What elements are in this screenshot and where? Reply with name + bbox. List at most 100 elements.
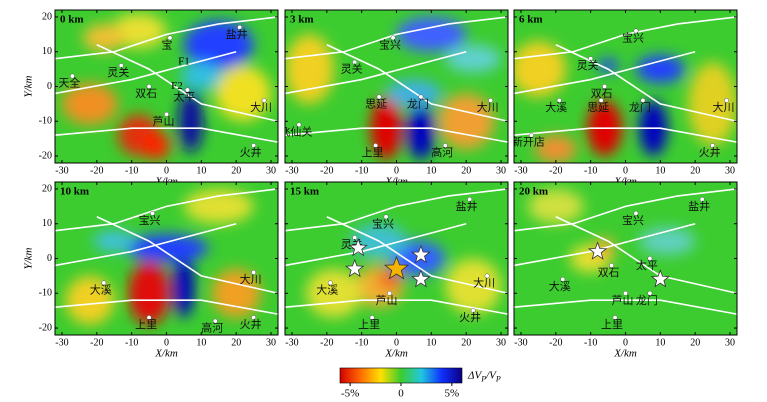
place-dot xyxy=(724,97,729,103)
y-tick-label: -10 xyxy=(39,288,52,299)
place-dot xyxy=(251,269,257,275)
panel-label: 15 km xyxy=(290,186,319,198)
anomalies xyxy=(61,13,272,160)
anomaly xyxy=(142,131,170,160)
anomaly xyxy=(65,275,115,325)
place-dot xyxy=(376,94,382,100)
x-tick-label: -10 xyxy=(125,337,138,348)
y-axis-label: Y/km xyxy=(23,75,35,97)
anomaly xyxy=(215,65,272,122)
place-dot xyxy=(150,210,156,216)
x-tick-label: 20 xyxy=(461,165,471,176)
fault-line xyxy=(96,216,278,295)
place-name: 天全 xyxy=(58,76,80,90)
x-tick-label: 30 xyxy=(725,165,735,176)
x-tick-label: -30 xyxy=(285,165,298,176)
place-name: 高河 xyxy=(201,321,223,335)
place-name: 大溪 xyxy=(90,282,112,296)
earthquake-star xyxy=(411,244,431,264)
place-name: 火井 xyxy=(459,310,481,324)
fault-line xyxy=(514,299,737,315)
anomaly xyxy=(514,41,567,97)
anomaly xyxy=(285,34,334,104)
anomalies xyxy=(65,188,261,325)
x-tick-label: -10 xyxy=(355,337,368,348)
place-dot xyxy=(184,87,190,93)
earthquake-star xyxy=(345,258,365,278)
place-name: 大川 xyxy=(477,100,499,114)
colorbar-label-part: P xyxy=(480,375,486,384)
fault-line xyxy=(326,44,508,123)
y-axis-label: Y/km xyxy=(23,247,35,269)
x-tick-label: -30 xyxy=(514,165,527,176)
earthquake-star xyxy=(348,237,368,257)
fault-line xyxy=(96,44,278,123)
x-tick-label: -20 xyxy=(90,337,103,348)
place-dot xyxy=(623,290,628,296)
x-tick-label: 10 xyxy=(196,337,206,348)
x-tick-label: 20 xyxy=(690,337,700,348)
anomaly xyxy=(438,93,495,150)
place-name: 芦山 xyxy=(376,294,398,307)
y-tick-label: -20 xyxy=(39,322,52,333)
place-dot xyxy=(598,97,604,103)
place-dot xyxy=(237,24,243,30)
place-name: 火井 xyxy=(240,317,262,331)
fault-line xyxy=(285,299,508,315)
x-tick-label: 20 xyxy=(231,165,241,176)
x-tick-label: -30 xyxy=(55,337,68,348)
fault-line xyxy=(514,127,737,143)
place-dot xyxy=(369,315,375,321)
place-name: 龙门 xyxy=(636,293,658,307)
y-tick-label: 20 xyxy=(42,183,52,194)
place-name: 宝兴 xyxy=(379,37,401,51)
fault-line xyxy=(285,188,508,232)
place-name: 宝兴 xyxy=(622,213,644,227)
x-tick-label: -30 xyxy=(55,165,68,176)
anomaly xyxy=(445,44,502,73)
place-dot xyxy=(261,97,267,103)
colorbar xyxy=(339,367,463,384)
y-tick-label: -10 xyxy=(39,116,52,127)
anomaly xyxy=(386,79,442,108)
y-tick-label: 0 xyxy=(47,253,52,264)
place-name: 盐井 xyxy=(456,199,478,213)
place-name: 大川 xyxy=(713,100,735,114)
fault-line xyxy=(285,16,508,60)
place-name: 灵关 xyxy=(107,65,129,79)
place-dot xyxy=(528,132,534,138)
y-tick-label: 0 xyxy=(47,81,52,92)
earthquake-star xyxy=(384,255,409,280)
panel: 盐井宝兴灵关大溪芦山大川火井上里15 km-30-20-100102030X/k… xyxy=(284,181,509,360)
place-name: 火井 xyxy=(699,145,721,159)
y-tick-label: 20 xyxy=(42,11,52,22)
anomaly xyxy=(183,20,254,70)
place-dot xyxy=(484,273,490,279)
earthquake-star xyxy=(588,241,608,260)
x-tick-label: 20 xyxy=(690,165,700,176)
place-name: 芦山 xyxy=(153,115,175,128)
colorbar-tick-label: -5% xyxy=(341,388,359,400)
colorbar-label-part: ΔV xyxy=(467,369,482,381)
x-tick-label: 30 xyxy=(496,165,506,176)
place-dot xyxy=(612,315,618,321)
place-dot xyxy=(327,280,333,286)
place-dot xyxy=(633,28,639,34)
place-name: 盐井 xyxy=(226,27,248,41)
x-tick-label: -30 xyxy=(514,337,527,348)
place-name: 新开店 xyxy=(512,135,545,149)
fault-line xyxy=(55,188,278,232)
place-name: 太平 xyxy=(636,259,658,272)
x-tick-label: -20 xyxy=(90,165,103,176)
place-name: 大川 xyxy=(473,275,495,289)
x-tick-label: 30 xyxy=(725,337,735,348)
place-name: 上里 xyxy=(135,318,157,331)
place-name: 宝 xyxy=(161,37,172,51)
fault-line xyxy=(55,127,278,143)
place-dot xyxy=(647,290,653,296)
place-dot xyxy=(488,97,494,103)
